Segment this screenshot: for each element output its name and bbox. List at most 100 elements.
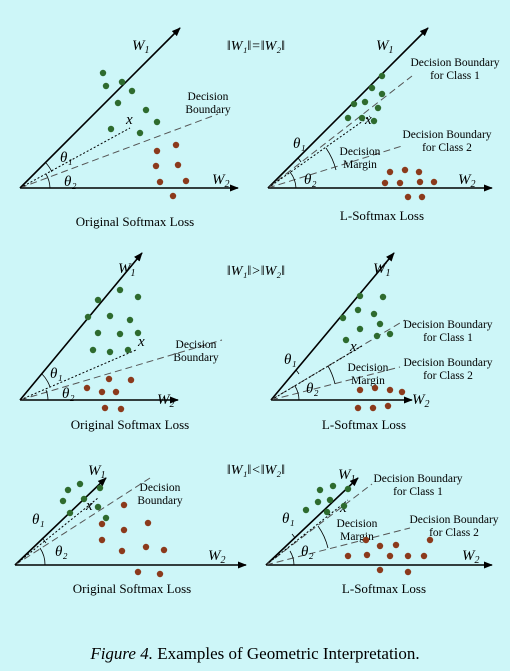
boundary-class1-line (265, 483, 373, 566)
class1-point (368, 84, 376, 92)
boundary-class2-line (270, 366, 401, 401)
class2-point (356, 386, 364, 394)
caption-lsoftmax: L-Softmax Loss (342, 581, 426, 596)
class2-point (118, 547, 126, 555)
class2-point (371, 384, 379, 392)
class2-point (426, 536, 434, 544)
w1-vector-arrow (270, 252, 395, 401)
decision-boundary-label: Decision Boundary (137, 482, 183, 507)
class2-point (404, 568, 412, 576)
class2-point (398, 388, 406, 396)
class1-point (94, 296, 102, 304)
decision-boundary-label: Decision Boundary (185, 91, 231, 116)
decision-boundary-line (19, 113, 219, 189)
class2-point (404, 193, 412, 201)
w2-label: W2 (157, 392, 175, 410)
class1-point (64, 486, 72, 494)
class1-point (142, 106, 150, 114)
theta2-arc (45, 389, 49, 401)
geometric-interpretation-figure: ‖W₁‖=‖W₂‖ ‖W₁‖>‖W₂‖ ‖W₁‖<‖W₂‖ W1 W2 θ₁ θ… (14, 27, 500, 596)
class1-point (94, 329, 102, 337)
class1-point (323, 508, 331, 516)
class1-point (107, 125, 115, 133)
class2-point (144, 519, 152, 527)
class1-point (116, 330, 124, 338)
panel-row1-original: W1 W2 θ₁ θ₂ x Decision Boundary O (19, 27, 239, 229)
class2-point (386, 386, 394, 394)
x-point-label: x (364, 112, 372, 128)
class1-point (344, 485, 352, 493)
x-vector-line (265, 499, 349, 566)
theta2-label: θ₂ (64, 174, 77, 190)
class1-points (339, 292, 394, 344)
decision-margin-arc (327, 365, 336, 385)
figure-caption-text: Examples of Geometric Interpretation. (157, 644, 420, 663)
class1-points (302, 482, 352, 516)
class2-point (127, 376, 135, 384)
class1-point (134, 293, 142, 301)
x-point-label: x (137, 334, 145, 350)
class2-point (430, 178, 438, 186)
class1-points (344, 72, 386, 125)
class1-point (316, 486, 324, 494)
class1-point (374, 104, 382, 112)
class2-point (386, 552, 394, 560)
theta1-label: θ₁ (284, 352, 297, 368)
class1-point (126, 316, 134, 324)
theta1-label: θ₁ (50, 366, 63, 382)
class1-point (314, 498, 322, 506)
class1-point (102, 82, 110, 90)
boundary-class2-label: Decision Boundary for Class 2 (409, 514, 498, 539)
class1-point (114, 99, 122, 107)
theta1-label: θ₁ (60, 150, 73, 166)
x-point-label: x (85, 498, 93, 514)
class1-points (59, 480, 110, 522)
theta1-arc (41, 373, 51, 388)
class2-point (392, 541, 400, 549)
boundary-class1-line (267, 75, 413, 189)
class1-point (106, 348, 114, 356)
boundary-class1-line (270, 319, 406, 401)
class2-points (98, 501, 168, 578)
class1-point (59, 497, 67, 505)
panel-row2-original: W1 W2 θ₁ θ₂ x Decision Boundary (19, 252, 223, 432)
class1-point (339, 314, 347, 322)
theta2-arc (289, 171, 297, 189)
boundary-class1-label: Decision Boundary for Class 1 (373, 473, 462, 498)
class2-point (415, 168, 423, 176)
decision-boundary-line (19, 339, 223, 401)
class1-point (326, 496, 334, 504)
condition-row3: ‖W₁‖<‖W₂‖ (227, 463, 285, 478)
class1-point (342, 336, 350, 344)
class1-point (124, 346, 132, 354)
class1-point (302, 506, 310, 514)
theta2-arc (294, 385, 300, 401)
class1-point (370, 117, 378, 125)
class1-point (378, 72, 386, 80)
class1-point (118, 78, 126, 86)
w1-label: W1 (338, 467, 356, 485)
decision-boundary-line (14, 477, 151, 566)
class1-point (116, 286, 124, 294)
class2-point (369, 404, 377, 412)
class2-point (156, 178, 164, 186)
decision-margin-label: Decision Margin (337, 518, 378, 543)
theta1-label: θ₁ (282, 511, 295, 527)
class2-point (376, 542, 384, 550)
class1-point (134, 329, 142, 337)
theta2-arc (39, 547, 46, 566)
boundary-class1-label: Decision Boundary for Class 1 (403, 319, 492, 344)
class1-point (80, 495, 88, 503)
x-point-label: x (349, 339, 357, 355)
panel-row2-lsoftmax: W1 W2 θ₁ θ₂ x Decision Boundary for Class… (270, 252, 493, 432)
class2-point (120, 526, 128, 534)
class2-point (404, 552, 412, 560)
class2-point (153, 147, 161, 155)
class1-point (356, 292, 364, 300)
w2-label: W2 (458, 172, 476, 190)
w1-vector-arrow (19, 252, 143, 401)
caption-lsoftmax: L-Softmax Loss (340, 208, 424, 223)
class2-point (169, 192, 177, 200)
w2-label: W2 (462, 548, 480, 566)
class2-point (117, 405, 125, 413)
